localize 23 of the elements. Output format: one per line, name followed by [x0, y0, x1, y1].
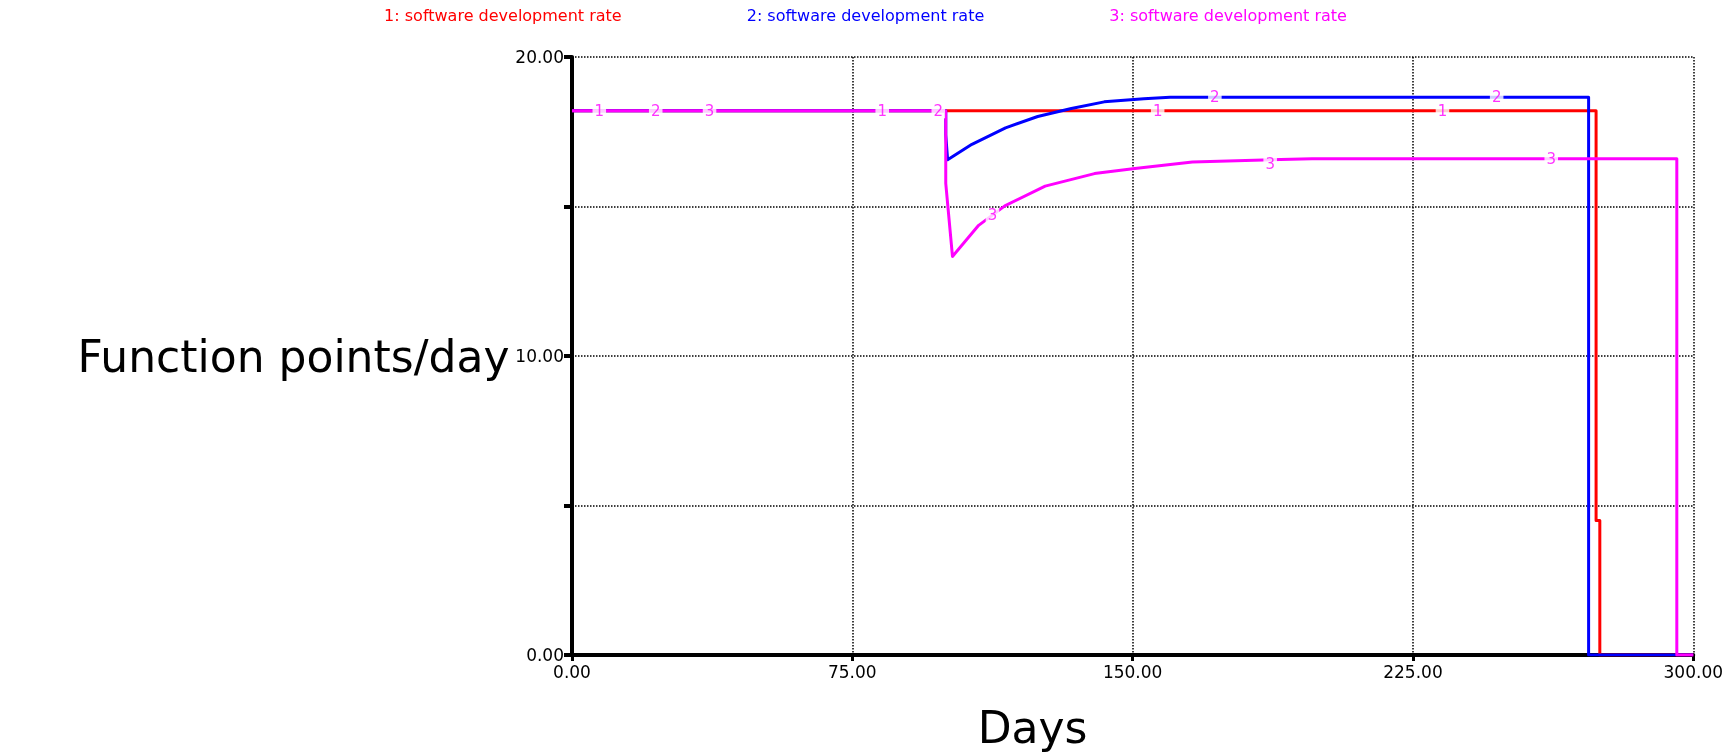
y-tick-label: 10.00 [515, 346, 564, 366]
annotation: 3 [987, 206, 998, 225]
x-axis-title: Days [977, 701, 1088, 753]
annotation: 3 [1265, 154, 1275, 173]
y-tick-label: 20.00 [515, 47, 564, 67]
annotation: 2 [650, 101, 661, 120]
x-tick-label: 225.00 [1383, 661, 1443, 682]
annotation: 3 [1546, 149, 1557, 168]
x-tick-label: 75.00 [827, 661, 877, 682]
annotation: 1 [1152, 101, 1163, 120]
text: 1: software development rate [384, 5, 622, 25]
annotation: 2 [1210, 88, 1220, 107]
text: 3: software development rate [1109, 5, 1347, 25]
annotation: 1 [877, 101, 887, 120]
annotation: 2 [933, 101, 944, 120]
y-axis-title: Function points/day [77, 330, 510, 382]
annotation: 3 [704, 101, 715, 120]
annotation: 2 [1491, 88, 1502, 107]
text: 2: software development rate [746, 5, 985, 25]
x-tick-label: 150.00 [1102, 661, 1163, 682]
annotation: 1 [594, 101, 605, 120]
x-tick-label: 300.00 [1663, 661, 1723, 682]
annotation: 1 [1437, 101, 1448, 120]
